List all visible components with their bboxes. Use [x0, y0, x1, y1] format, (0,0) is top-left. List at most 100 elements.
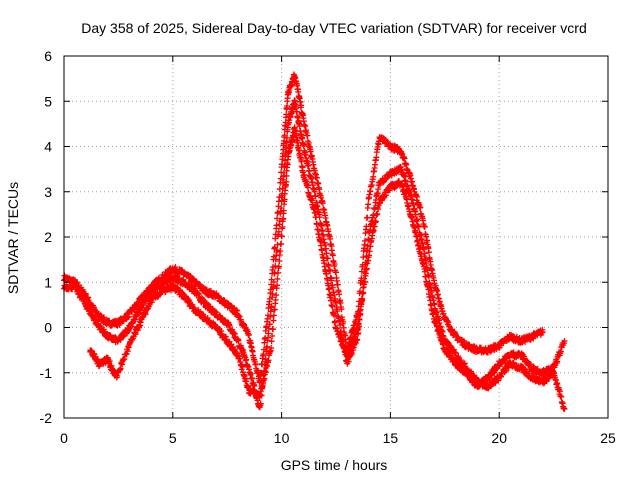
data-point — [280, 215, 287, 222]
x-tick-label: 25 — [600, 430, 616, 446]
data-points — [61, 71, 568, 412]
data-point — [276, 258, 283, 265]
data-point — [371, 223, 378, 230]
y-tick-label: 2 — [44, 229, 52, 245]
data-point — [365, 201, 372, 208]
x-tick-label: 15 — [383, 430, 399, 446]
data-point — [329, 252, 336, 259]
data-point — [274, 247, 281, 254]
data-point — [273, 222, 280, 229]
data-point — [345, 349, 352, 356]
y-tick-label: 0 — [44, 320, 52, 336]
data-point — [313, 174, 320, 181]
data-point — [271, 306, 278, 313]
data-point — [413, 233, 420, 240]
data-point — [359, 296, 366, 303]
data-point — [362, 237, 369, 244]
data-point — [333, 269, 339, 276]
data-point — [274, 282, 281, 289]
data-point — [288, 142, 295, 149]
x-tick-label: 20 — [491, 430, 507, 446]
data-point — [305, 162, 312, 169]
data-point — [304, 184, 311, 191]
data-point — [239, 364, 246, 371]
data-point — [313, 214, 320, 221]
data-point — [401, 155, 408, 162]
data-point — [268, 345, 275, 352]
data-point — [273, 292, 280, 299]
data-point — [337, 332, 344, 339]
data-point — [331, 312, 338, 319]
data-point — [106, 358, 113, 365]
data-point — [297, 98, 304, 105]
data-point — [417, 231, 424, 238]
data-point — [274, 275, 281, 282]
data-point — [326, 285, 333, 292]
data-point — [249, 375, 256, 382]
y-axis-ticks: -2 -1 0 1 2 3 4 5 6 — [40, 48, 608, 426]
data-point — [539, 329, 546, 336]
y-tick-label: -2 — [40, 410, 53, 426]
data-point — [284, 134, 291, 141]
data-point — [331, 260, 338, 267]
data-point — [278, 233, 285, 240]
data-point — [363, 265, 370, 272]
data-point — [423, 233, 430, 240]
y-tick-label: 3 — [44, 184, 52, 200]
data-point — [414, 237, 421, 244]
data-point — [294, 137, 301, 144]
data-point — [357, 306, 364, 313]
data-point — [373, 154, 380, 161]
data-point — [265, 357, 272, 364]
data-point — [339, 337, 346, 344]
data-point — [336, 291, 343, 298]
data-point — [266, 321, 273, 328]
y-axis-label: SDTVAR / TECUs — [5, 182, 21, 294]
series-sat-track-b — [61, 97, 568, 412]
data-point — [421, 223, 428, 230]
x-tick-label: 5 — [169, 430, 177, 446]
data-point — [327, 235, 334, 242]
data-point — [491, 369, 498, 376]
data-point — [283, 172, 290, 179]
data-point — [354, 326, 361, 333]
data-point — [267, 313, 274, 320]
data-point — [304, 132, 311, 139]
data-point — [270, 317, 277, 324]
data-point — [277, 248, 284, 255]
data-point — [278, 240, 285, 247]
data-point — [307, 148, 314, 155]
data-point — [270, 312, 277, 319]
data-point — [558, 393, 565, 400]
data-point — [561, 338, 568, 345]
data-point — [360, 254, 367, 261]
x-axis-ticks: 0 5 10 15 20 25 — [60, 56, 616, 446]
data-point — [302, 123, 309, 130]
data-point — [172, 264, 179, 271]
data-point — [264, 343, 271, 350]
data-point — [235, 337, 242, 344]
x-tick-label: 10 — [274, 430, 290, 446]
y-tick-label: 1 — [44, 274, 52, 290]
data-point — [257, 400, 264, 407]
data-point — [348, 341, 355, 348]
y-tick-label: -1 — [40, 365, 53, 381]
data-point — [334, 281, 341, 288]
data-point — [298, 102, 305, 109]
data-point — [530, 335, 537, 342]
y-tick-label: 5 — [44, 93, 52, 109]
data-point — [414, 193, 421, 200]
data-point — [268, 303, 275, 310]
data-point — [270, 278, 277, 285]
data-point — [82, 290, 89, 297]
data-point — [417, 204, 424, 211]
data-point — [319, 200, 326, 207]
data-point — [186, 297, 193, 304]
data-point — [269, 291, 276, 298]
data-point — [345, 358, 352, 365]
data-point — [561, 405, 568, 412]
data-point — [283, 178, 290, 185]
data-point — [279, 223, 286, 230]
data-point — [312, 193, 319, 200]
data-point — [370, 173, 377, 180]
